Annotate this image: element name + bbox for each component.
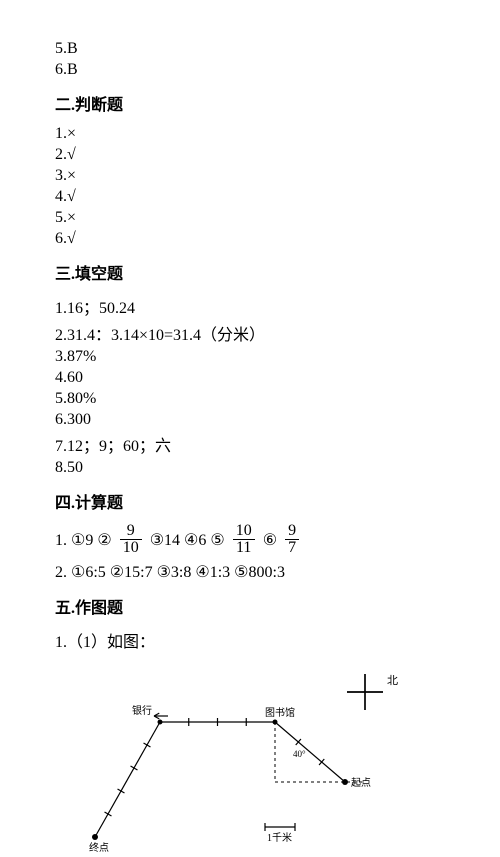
fraction: 9 7 <box>285 523 299 556</box>
judge-item: 1.× <box>55 125 445 143</box>
svg-text:1千米: 1千米 <box>267 831 292 844</box>
fraction-num: 10 <box>233 523 255 540</box>
judge-item: 6.√ <box>55 230 445 248</box>
fill-item: 4.60 <box>55 369 445 387</box>
judge-item: 3.× <box>55 167 445 185</box>
answer-line: 5.B <box>55 40 445 58</box>
fraction-num: 9 <box>120 523 142 540</box>
calc-text: 1. ①9 ② <box>55 530 112 550</box>
fill-item: 5.80% <box>55 390 445 408</box>
judge-item: 4.√ <box>55 188 445 206</box>
fraction-den: 10 <box>120 540 142 556</box>
fill-item: 6.300 <box>55 411 445 429</box>
fraction: 10 11 <box>233 523 255 556</box>
route-diagram: 北 40° 银行 图书馆起点终点 1千米 <box>55 667 415 857</box>
fill-item: 7.12；9；60；六 <box>55 432 445 456</box>
calc-row-2: 2. ①6:5 ②15:7 ③3:8 ④1:3 ⑤800:3 <box>55 562 445 582</box>
fraction-num: 9 <box>285 523 299 540</box>
svg-text:40°: 40° <box>293 749 306 759</box>
svg-text:银行: 银行 <box>132 704 152 717</box>
fraction-den: 7 <box>285 540 299 556</box>
section-judge-title: 二.判断题 <box>55 91 445 115</box>
judge-item: 2.√ <box>55 146 445 164</box>
calc-text: ⑥ <box>263 530 277 550</box>
judge-item: 5.× <box>55 209 445 227</box>
section-fill-title: 三.填空题 <box>55 260 445 284</box>
section-calc-title: 四.计算题 <box>55 489 445 513</box>
diagram-container: 北 40° 银行 图书馆起点终点 1千米 <box>55 667 445 857</box>
fill-item: 3.87% <box>55 348 445 366</box>
draw-item: 1.（1）如图： <box>55 628 445 652</box>
svg-text:起点: 起点 <box>351 777 371 789</box>
fill-item: 8.50 <box>55 459 445 477</box>
answer-line: 6.B <box>55 61 445 79</box>
section-draw-title: 五.作图题 <box>55 594 445 618</box>
fraction-den: 11 <box>233 540 255 556</box>
fill-item: 1.16；50.24 <box>55 294 445 318</box>
svg-text:北: 北 <box>387 674 398 687</box>
svg-text:终点: 终点 <box>89 841 109 854</box>
fraction: 9 10 <box>120 523 142 556</box>
calc-row-1: 1. ①9 ② 9 10 ③14 ④6 ⑤ 10 11 ⑥ 9 7 <box>55 523 445 556</box>
svg-text:图书馆: 图书馆 <box>265 706 295 719</box>
calc-text: ③14 ④6 ⑤ <box>150 530 225 550</box>
fill-item: 2.31.4：3.14×10=31.4（分米） <box>55 321 445 345</box>
